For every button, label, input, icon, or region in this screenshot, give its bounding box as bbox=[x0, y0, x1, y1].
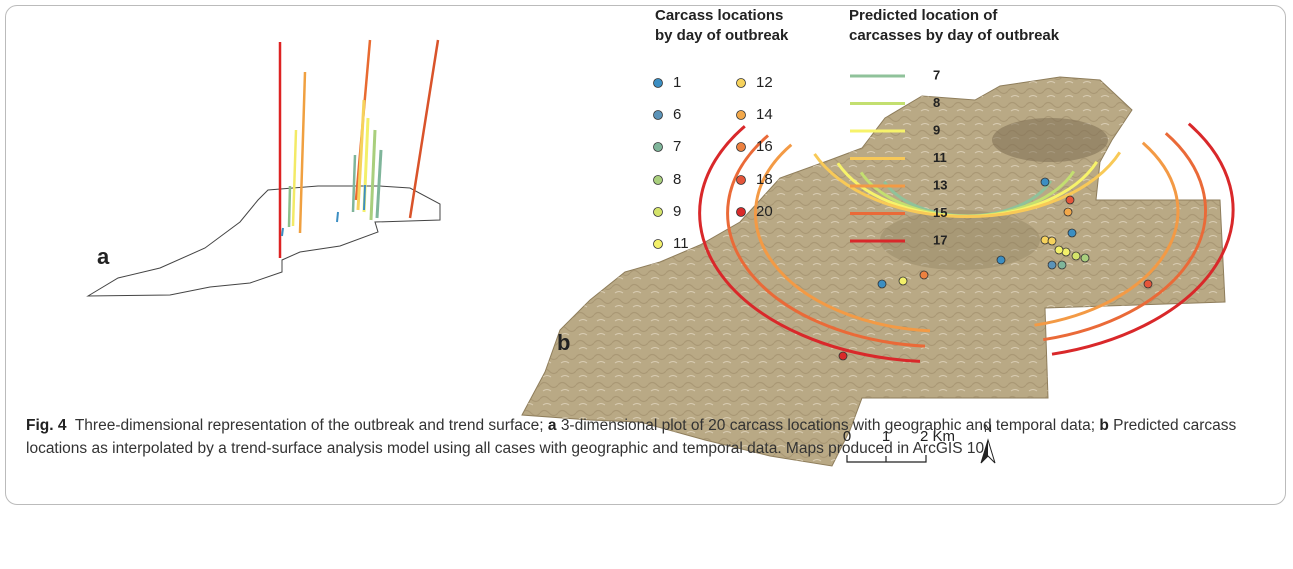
legend-dot bbox=[737, 143, 746, 152]
carcass-point bbox=[997, 256, 1005, 264]
panel-label: a bbox=[97, 244, 110, 269]
carcass-point bbox=[1144, 280, 1152, 288]
legend-label: 12 bbox=[756, 74, 773, 91]
legend-label: 1 bbox=[673, 74, 681, 91]
legend-dot bbox=[737, 176, 746, 185]
legend-title: Predicted location of bbox=[849, 7, 998, 24]
page: a b 0 1 2 Km N Carcass locations by day … bbox=[0, 0, 1293, 569]
carcass-point bbox=[920, 271, 928, 279]
figure: a b 0 1 2 Km N Carcass locations by day … bbox=[0, 0, 1293, 569]
legend-label: 11 bbox=[673, 235, 689, 252]
legend-dot bbox=[654, 240, 663, 249]
legend-label: 7 bbox=[673, 138, 681, 155]
carcass-point bbox=[839, 352, 847, 360]
carcass-point bbox=[1066, 196, 1074, 204]
carcass-point bbox=[1068, 229, 1076, 237]
legend-label: 16 bbox=[756, 138, 773, 155]
legend-label: 7 bbox=[933, 67, 940, 82]
carcass-point bbox=[899, 277, 907, 285]
legend-label: 20 bbox=[756, 203, 773, 220]
legend-label: 9 bbox=[933, 122, 940, 137]
legend-label: 18 bbox=[756, 171, 773, 188]
legend-label: 14 bbox=[756, 106, 773, 123]
legend-title: carcasses by day of outbreak bbox=[849, 27, 1060, 44]
carcass-point bbox=[1041, 178, 1049, 186]
legend-label: 15 bbox=[933, 205, 947, 220]
legend-title: by day of outbreak bbox=[655, 27, 789, 44]
legend-label: 8 bbox=[933, 95, 940, 110]
carcass-point bbox=[1058, 261, 1066, 269]
legend-label: 6 bbox=[673, 106, 681, 123]
carcass-point bbox=[1048, 261, 1056, 269]
legend-title: Carcass locations bbox=[655, 7, 783, 24]
carcass-point bbox=[878, 280, 886, 288]
carcass-point bbox=[1064, 208, 1072, 216]
figure-label: Fig. 4 bbox=[26, 417, 66, 434]
legend-label: 17 bbox=[933, 232, 947, 247]
legend-label: 11 bbox=[933, 150, 947, 165]
legend-dot bbox=[654, 111, 663, 120]
legend-dot bbox=[654, 208, 663, 217]
caption-text: 3-dimensional plot of 20 carcass locatio… bbox=[561, 417, 1095, 434]
legend-dot bbox=[737, 111, 746, 120]
carcass-point bbox=[1055, 246, 1063, 254]
carcass-point bbox=[1081, 254, 1089, 262]
panel-label: b bbox=[557, 330, 570, 355]
legend-dot bbox=[737, 79, 746, 88]
legend-label: 9 bbox=[673, 203, 681, 220]
carcass-point bbox=[1048, 237, 1056, 245]
caption: Fig. 4 Three-dimensional representation … bbox=[26, 414, 1256, 460]
legend-dot bbox=[654, 79, 663, 88]
legend-dot bbox=[654, 176, 663, 185]
legend-dot bbox=[654, 143, 663, 152]
caption-text: Three-dimensional representation of the … bbox=[75, 417, 544, 434]
legend-label: 13 bbox=[933, 177, 947, 192]
legend-label: 8 bbox=[673, 171, 681, 188]
panel-b-map bbox=[522, 77, 1225, 466]
caption-part-label: b bbox=[1099, 417, 1108, 434]
panel-a-plot bbox=[88, 40, 440, 296]
caption-part-label: a bbox=[548, 417, 557, 434]
legend-dot bbox=[737, 208, 746, 217]
carcass-point bbox=[1072, 252, 1080, 260]
